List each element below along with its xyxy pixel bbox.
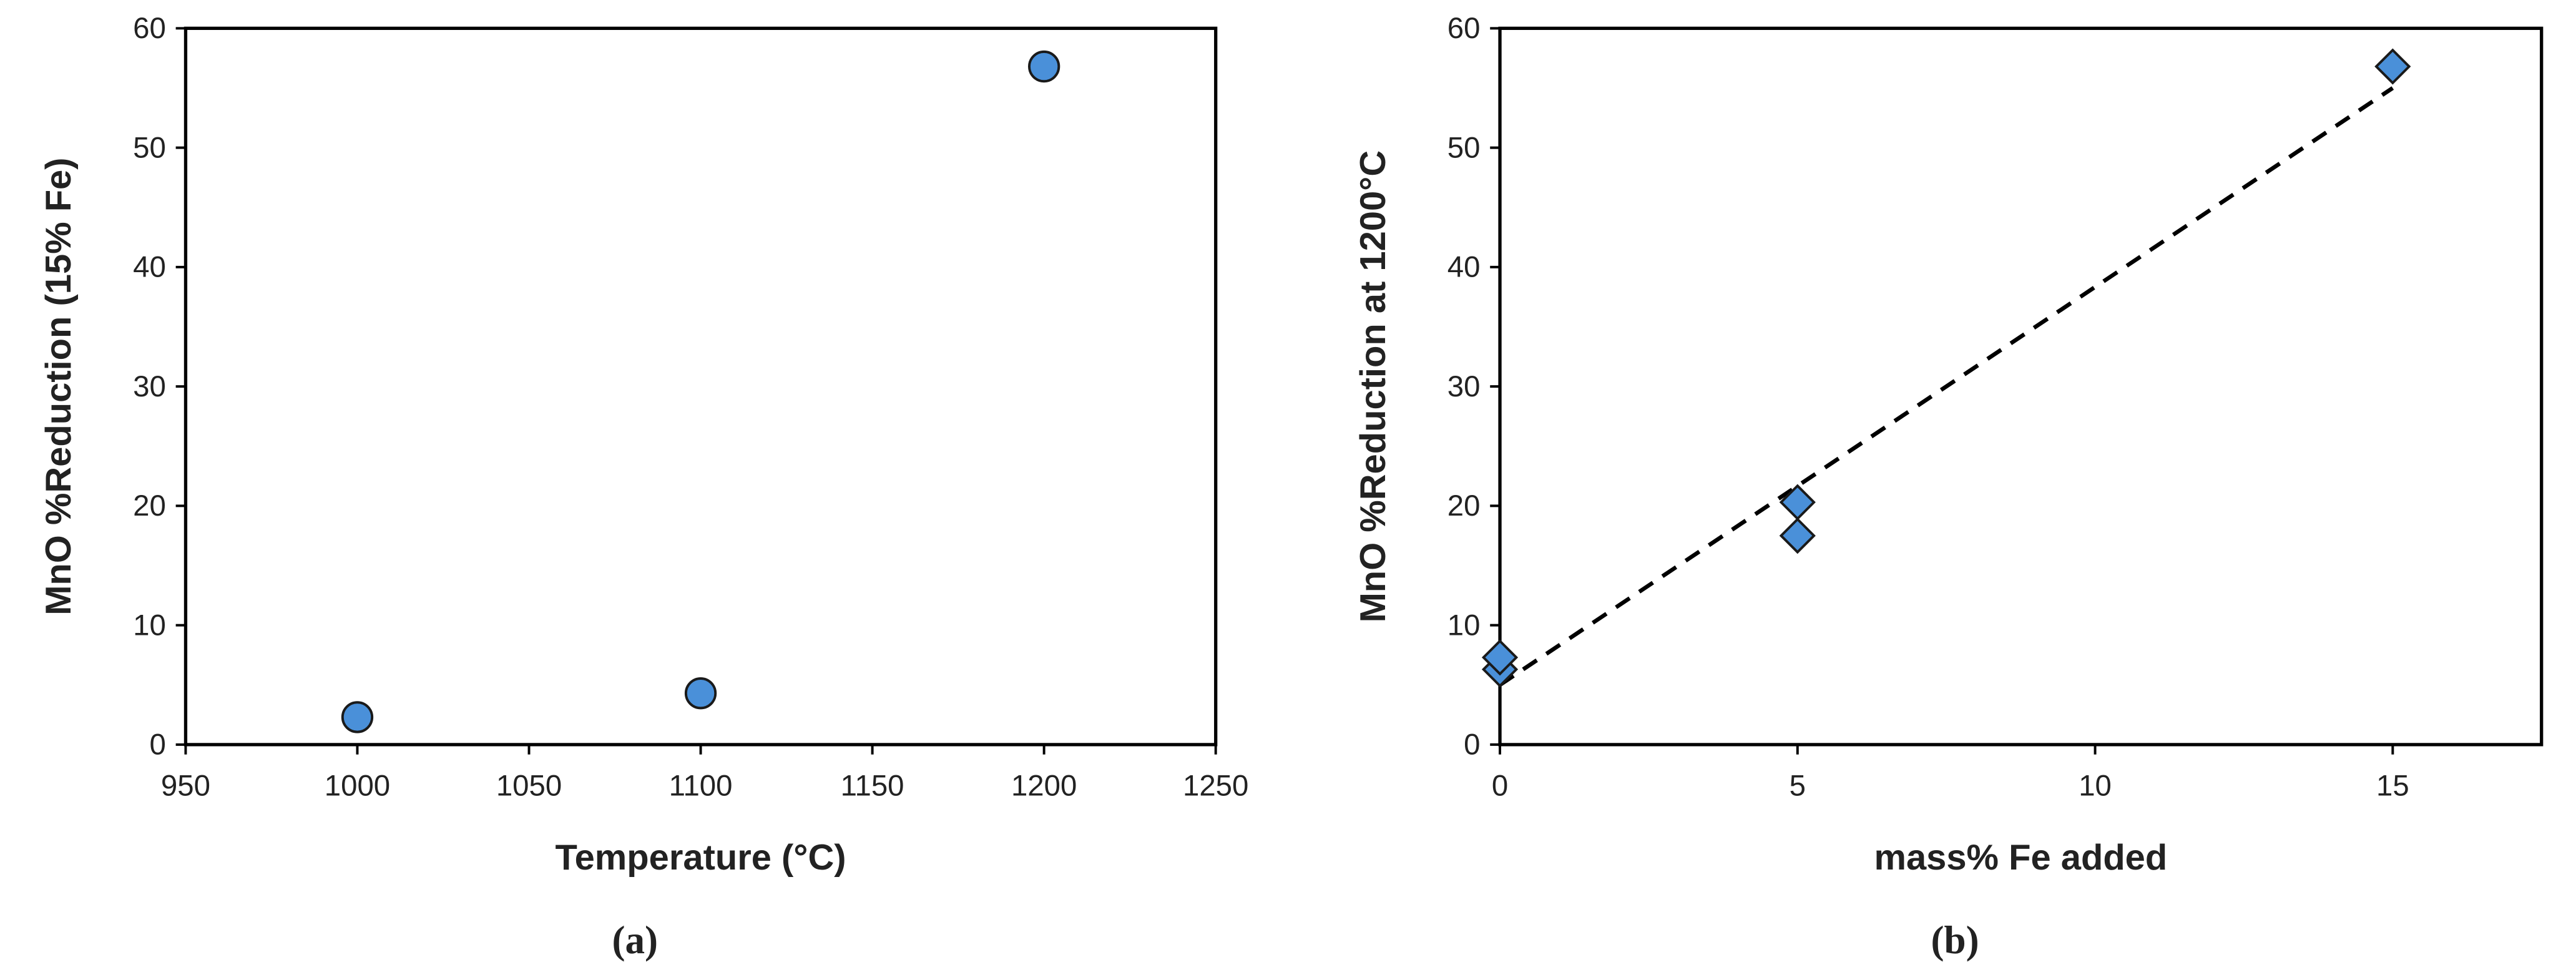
y-tick-label: 30 <box>1447 370 1481 403</box>
x-tick-label: 15 <box>2376 770 2409 803</box>
point <box>1481 639 1519 676</box>
x-axis-title: Temperature (°C) <box>556 838 846 878</box>
x-tick-label: 5 <box>1790 770 1806 803</box>
y-tick-label: 40 <box>133 251 166 284</box>
y-tick-label: 10 <box>1447 609 1481 642</box>
y-tick-label: 0 <box>1464 728 1480 762</box>
y-tick-label: 20 <box>133 489 166 522</box>
y-tick-label: 30 <box>133 370 166 403</box>
x-tick-label: 1200 <box>1011 770 1077 803</box>
y-tick-label: 50 <box>133 131 166 164</box>
y-tick-label: 60 <box>1447 12 1481 45</box>
x-tick-label: 1250 <box>1183 770 1248 803</box>
x-tick-label: 1050 <box>496 770 562 803</box>
x-tick-label: 1150 <box>841 770 904 803</box>
point <box>1027 50 1060 83</box>
x-tick-label: 1000 <box>325 770 390 803</box>
x-axis-title: mass% Fe added <box>1874 838 2168 878</box>
y-tick-label: 40 <box>1447 251 1481 284</box>
caption: (b) <box>1931 918 1979 962</box>
point <box>341 701 374 733</box>
point <box>1779 484 1816 521</box>
plot-frame <box>1498 26 2544 747</box>
y-axis-title: MnO %Reduction at 1200°C <box>1353 150 1393 623</box>
y-tick-label: 50 <box>1447 131 1481 164</box>
caption: (a) <box>612 918 658 962</box>
x-tick-label: 10 <box>2079 770 2112 803</box>
plot-frame <box>184 26 1218 747</box>
y-tick-label: 0 <box>149 728 165 762</box>
trendline <box>1499 86 2394 687</box>
x-tick-label: 0 <box>1492 770 1508 803</box>
y-tick-label: 20 <box>1447 489 1481 522</box>
x-tick-label: 1100 <box>669 770 733 803</box>
x-tick-label: 950 <box>161 770 210 803</box>
point <box>2374 48 2411 85</box>
point <box>1779 517 1816 554</box>
y-tick-label: 60 <box>133 12 166 45</box>
point <box>684 677 717 710</box>
y-axis-title: MnO %Reduction (15% Fe) <box>39 157 79 615</box>
y-tick-label: 10 <box>133 609 166 642</box>
